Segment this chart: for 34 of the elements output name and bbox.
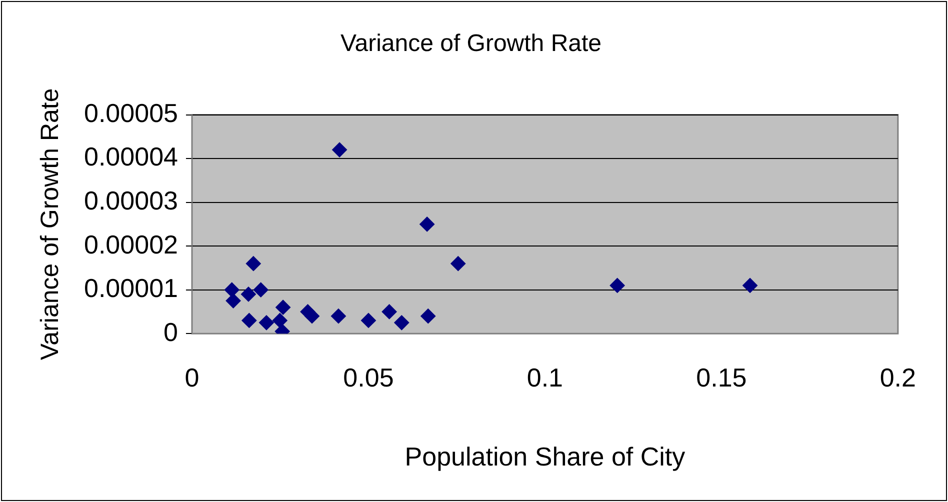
chart-title: Variance of Growth Rate — [340, 30, 602, 58]
y-tick-label: 0.00001 — [84, 273, 178, 304]
y-axis-title: Variance of Growth Rate — [36, 88, 64, 360]
point — [246, 256, 261, 272]
point — [610, 278, 625, 293]
x-tick-label: 0 — [184, 362, 200, 392]
point — [332, 142, 348, 158]
point — [258, 315, 274, 330]
y-tick-label: 0.00002 — [84, 229, 178, 260]
y-tick-label: 0.00003 — [84, 185, 178, 216]
point — [272, 312, 288, 328]
point — [240, 286, 256, 302]
point — [304, 308, 320, 324]
x-axis-title: Population Share of City — [404, 442, 686, 472]
point — [450, 256, 466, 272]
point — [420, 216, 435, 232]
point — [330, 308, 346, 324]
point — [242, 312, 257, 328]
x-tick-label: 0.05 — [343, 362, 394, 392]
point — [360, 312, 376, 328]
point — [226, 293, 241, 308]
x-tick-label: 0.1 — [526, 362, 564, 392]
point — [253, 282, 268, 298]
x-tick-label: 0.15 — [696, 362, 747, 392]
point — [742, 278, 758, 293]
point — [394, 315, 410, 330]
point — [276, 300, 291, 315]
point — [382, 304, 397, 320]
y-tick-label: 0 — [164, 316, 178, 347]
point — [420, 308, 436, 324]
y-tick-label: 0.00005 — [84, 98, 178, 128]
y-tick-label: 0.00004 — [84, 142, 178, 172]
point — [224, 282, 240, 298]
x-tick-label: 0.2 — [880, 362, 916, 392]
